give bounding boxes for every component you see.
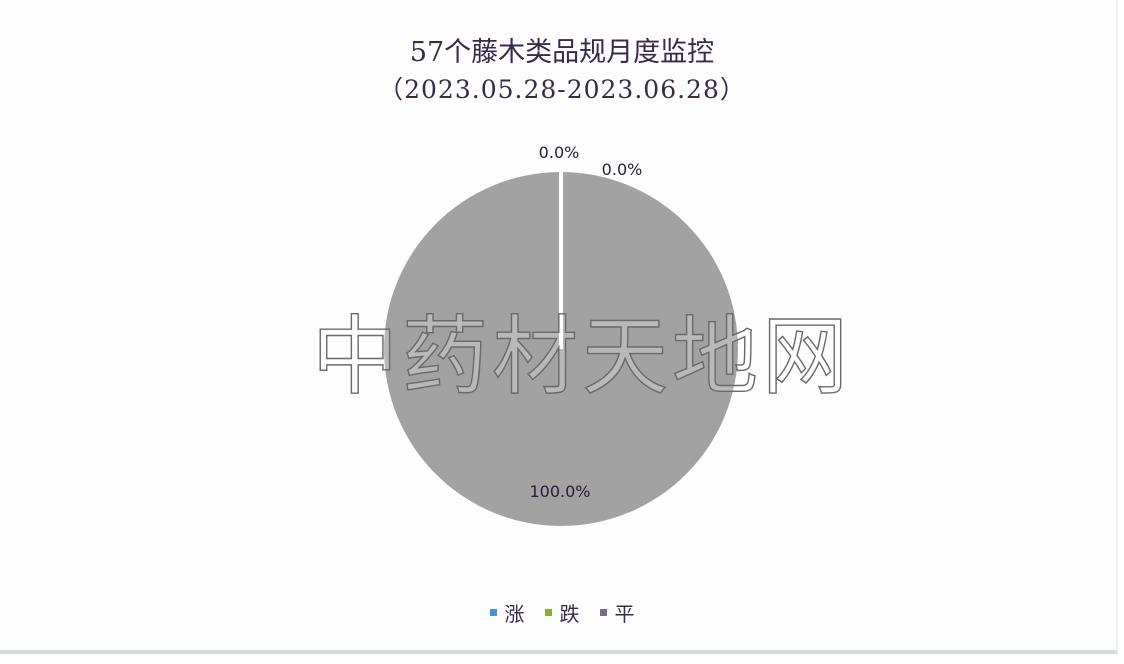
legend-swatch: [489, 609, 497, 616]
legend-label: 平: [614, 602, 635, 626]
legend-swatch: [544, 609, 552, 616]
legend: 涨 跌 平: [0, 598, 1124, 627]
legend-item-up[interactable]: 涨: [489, 598, 525, 627]
legend-item-flat[interactable]: 平: [599, 598, 635, 627]
data-label: 100.0%: [529, 482, 590, 501]
chart-title: 57个藤木类品规月度监控: [409, 37, 715, 68]
legend-label: 跌: [559, 602, 580, 626]
data-label: 0.0%: [539, 143, 580, 162]
legend-label: 涨: [504, 602, 525, 626]
legend-item-down[interactable]: 跌: [544, 598, 580, 627]
data-label: 0.0%: [602, 160, 643, 179]
legend-swatch: [599, 609, 607, 616]
watermark: 中药材天地网: [312, 307, 852, 407]
chart-subtitle: （2023.05.28-2023.06.28）: [378, 75, 746, 104]
